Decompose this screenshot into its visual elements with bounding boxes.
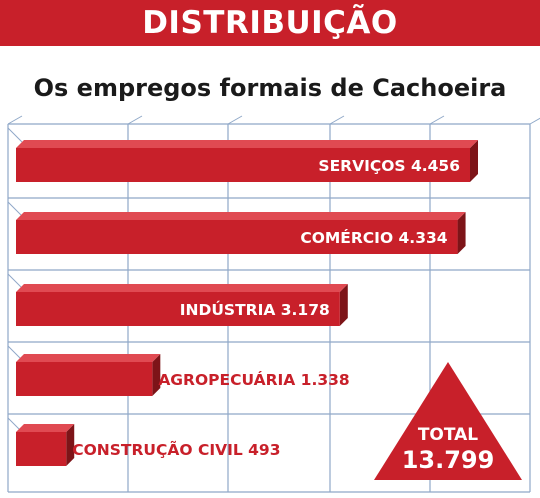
header-banner: DISTRIBUIÇÃO — [0, 0, 540, 46]
grid-line-diagonal — [7, 345, 23, 361]
bar — [16, 432, 67, 466]
grid-line-diagonal — [7, 115, 23, 125]
bar-label: INDÚSTRIA 3.178 — [180, 300, 330, 319]
total-value: 13.799 — [402, 446, 495, 474]
header-title: DISTRIBUIÇÃO — [142, 5, 398, 41]
grid-line-diagonal — [7, 273, 23, 289]
total-label: TOTAL — [418, 425, 478, 445]
bar-side — [66, 424, 75, 466]
bar-side — [470, 140, 478, 182]
bar-label: CONSTRUÇÃO CIVIL 493 — [72, 440, 280, 459]
bar-label: AGROPECUÁRIA 1.338 — [158, 370, 349, 389]
bar-side — [152, 354, 161, 396]
bar — [16, 148, 470, 182]
chart-title: Os empregos formais de Cachoeira — [33, 74, 507, 102]
bar — [16, 292, 340, 326]
bar — [16, 220, 458, 254]
bar — [16, 362, 153, 396]
grid-line-diagonal — [7, 201, 23, 217]
grid-line-diagonal — [329, 115, 345, 125]
grid-line-diagonal — [7, 127, 23, 143]
bar-top — [16, 424, 75, 432]
grid-line-diagonal — [127, 115, 143, 125]
bar-label: SERVIÇOS 4.456 — [318, 157, 460, 175]
bar-top — [16, 140, 478, 148]
bar-top — [16, 212, 466, 220]
bar-top — [16, 284, 348, 292]
bar-top — [16, 354, 161, 362]
grid-line-diagonal — [227, 115, 243, 125]
grid-line-diagonal — [529, 117, 540, 125]
bar-label: COMÉRCIO 4.334 — [300, 228, 447, 247]
total-triangle — [374, 362, 522, 480]
bar-side — [457, 212, 466, 254]
bar-side — [339, 284, 348, 326]
grid-line-diagonal — [429, 115, 445, 125]
